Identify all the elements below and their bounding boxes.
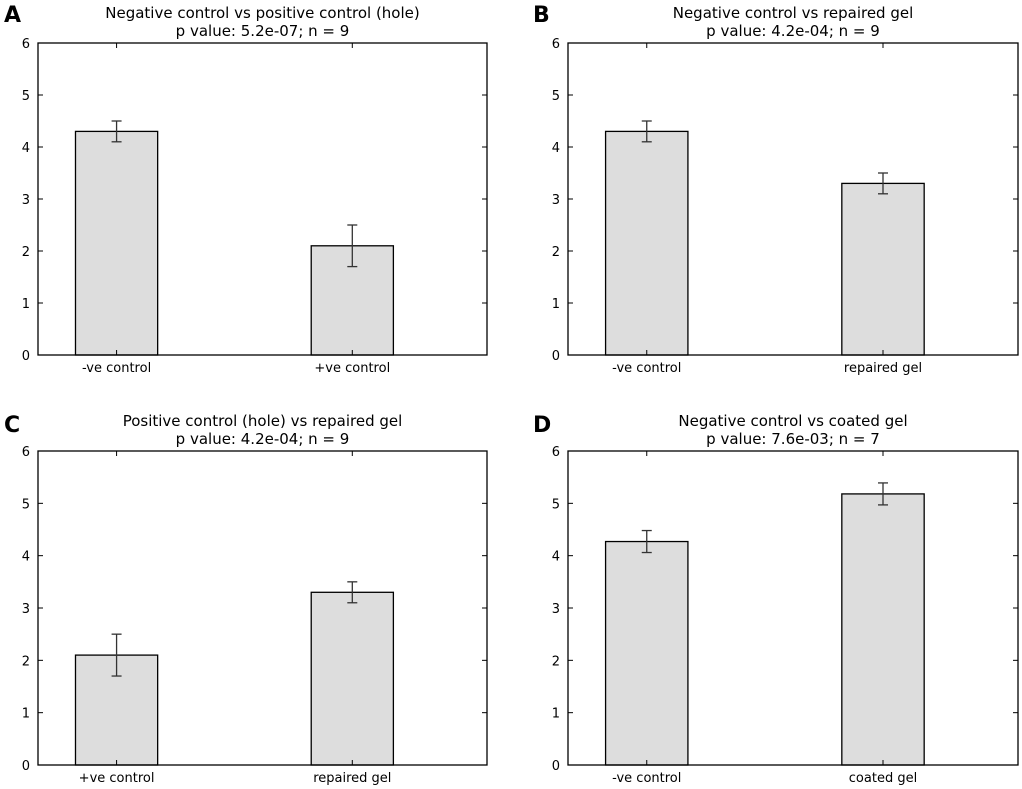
bar-2 [841, 182, 925, 356]
chart-panel-a: A Negative control vs positive control (h… [4, 3, 488, 376]
y-tick-label: 4 [552, 141, 560, 156]
chart-title: Positive control (hole) vs repaired gel [123, 412, 403, 430]
y-tick-label: 0 [552, 759, 560, 774]
chart-subtitle: p value: 5.2e-07; n = 9 [176, 22, 350, 40]
y-tick-label: 0 [552, 349, 560, 364]
bar-1 [604, 540, 689, 766]
bar-1 [74, 130, 159, 356]
y-tick-label: 0 [22, 349, 30, 364]
plot-frame [567, 42, 1019, 356]
y-tick-label: 5 [22, 497, 30, 512]
y-tick-label: 3 [552, 602, 560, 617]
y-tick-label: 5 [552, 89, 560, 104]
x-tick-label: -ve control [82, 361, 151, 376]
y-tick-label: 1 [22, 707, 30, 722]
y-tick-label: 3 [552, 193, 560, 208]
plot-frame [567, 450, 1019, 766]
y-tick-label: 6 [552, 37, 560, 52]
panel-letter: B [533, 3, 550, 28]
chart-title: Negative control vs repaired gel [673, 4, 914, 22]
bar-2 [310, 591, 395, 766]
y-tick-label: 5 [22, 89, 30, 104]
y-tick-label: 3 [22, 602, 30, 617]
plot-frame [37, 42, 488, 356]
y-tick-label: 3 [22, 193, 30, 208]
x-tick-label: repaired gel [313, 771, 391, 786]
y-tick-label: 2 [22, 654, 30, 669]
y-tick-label: 6 [22, 445, 30, 460]
chart-subtitle: p value: 7.6e-03; n = 7 [706, 430, 880, 448]
x-tick-label: coated gel [849, 771, 917, 786]
chart-title: Negative control vs positive control (ho… [105, 4, 419, 22]
x-tick-label: -ve control [612, 361, 681, 376]
y-tick-label: 1 [552, 707, 560, 722]
x-tick-label: +ve control [314, 361, 390, 376]
bar-1 [604, 130, 689, 356]
y-tick-label: 6 [552, 445, 560, 460]
x-tick-label: +ve control [79, 771, 155, 786]
y-tick-label: 0 [22, 759, 30, 774]
y-tick-label: 5 [552, 497, 560, 512]
chart-panel-c: C Positive control (hole) vs repaired gel… [4, 412, 488, 786]
plot-frame [37, 450, 488, 766]
y-tick-label: 4 [552, 550, 560, 565]
y-tick-label: 2 [552, 654, 560, 669]
y-tick-label: 2 [552, 245, 560, 260]
y-tick-label: 6 [22, 37, 30, 52]
chart-title: Negative control vs coated gel [678, 412, 907, 430]
y-tick-label: 4 [22, 550, 30, 565]
chart-subtitle: p value: 4.2e-04; n = 9 [176, 430, 350, 448]
y-tick-label: 4 [22, 141, 30, 156]
chart-subtitle: p value: 4.2e-04; n = 9 [706, 22, 880, 40]
bar-2 [841, 493, 925, 766]
x-tick-label: -ve control [612, 771, 681, 786]
panel-letter: D [533, 413, 551, 438]
y-tick-label: 1 [22, 297, 30, 312]
y-tick-label: 2 [22, 245, 30, 260]
y-tick-label: 1 [552, 297, 560, 312]
panel-letter: C [4, 413, 20, 438]
panel-letter: A [4, 3, 21, 28]
x-tick-label: repaired gel [844, 361, 922, 376]
